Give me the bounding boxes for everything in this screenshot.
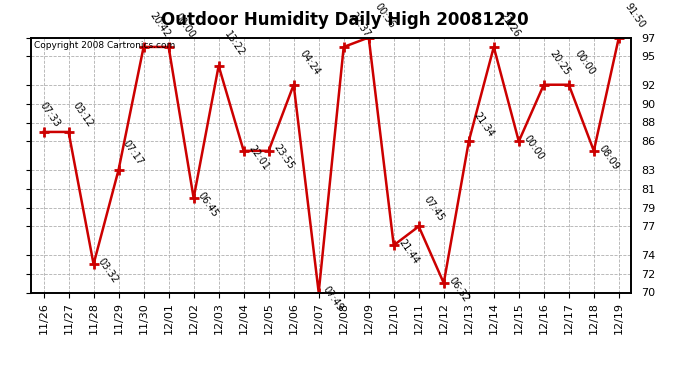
Text: 00:00: 00:00 [522,134,545,162]
Text: 00:56: 00:56 [373,2,397,30]
Text: 91:50: 91:50 [622,2,647,30]
Text: 21:44: 21:44 [396,237,420,266]
Text: 03:32: 03:32 [96,256,120,285]
Text: 22:37: 22:37 [348,10,372,39]
Text: 04:24: 04:24 [297,49,322,77]
Text: 06:45: 06:45 [196,190,220,219]
Text: Outdoor Humidity Daily High 20081220: Outdoor Humidity Daily High 20081220 [161,11,529,29]
Text: 13:22: 13:22 [222,30,246,58]
Text: 20:42: 20:42 [148,11,172,39]
Text: 00:00: 00:00 [573,49,597,77]
Text: 06:32: 06:32 [446,275,471,304]
Text: 07:33: 07:33 [37,100,61,129]
Text: 21:34: 21:34 [471,110,495,138]
Text: 07:49: 07:49 [321,285,346,313]
Text: 20:25: 20:25 [548,48,572,77]
Text: 23:55: 23:55 [271,143,295,172]
Text: Copyright 2008 Cartronics.com: Copyright 2008 Cartronics.com [34,41,175,50]
Text: 21:26: 21:26 [497,11,522,39]
Text: 22:01: 22:01 [246,143,270,172]
Text: 07:17: 07:17 [121,138,146,167]
Text: 03:12: 03:12 [71,100,95,129]
Text: 00:00: 00:00 [172,11,197,39]
Text: 07:45: 07:45 [421,195,446,223]
Text: 08:09: 08:09 [596,143,620,172]
